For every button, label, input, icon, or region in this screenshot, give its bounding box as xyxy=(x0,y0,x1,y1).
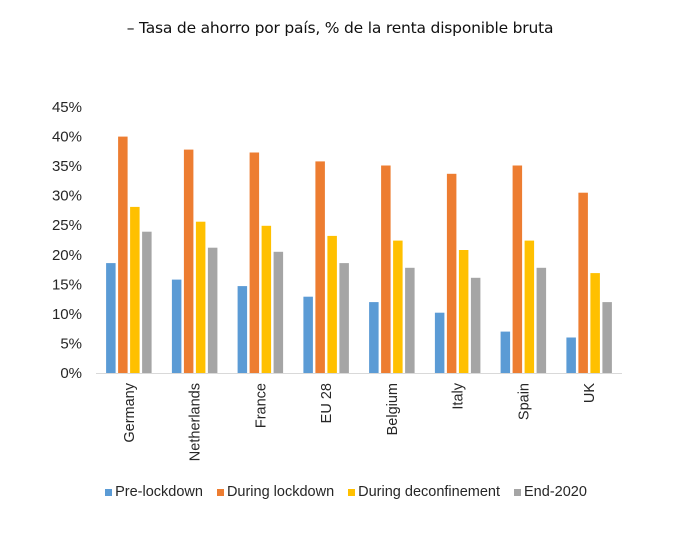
legend-label: End-2020 xyxy=(524,484,587,500)
bar-end-2020-france xyxy=(273,251,284,373)
x-tick-label: UK xyxy=(582,383,598,403)
bar-pre-lockdown-uk xyxy=(566,337,576,373)
y-tick-label: 10% xyxy=(52,306,82,323)
legend-item: During lockdown xyxy=(216,484,335,500)
bar-pre-lockdown-france xyxy=(237,286,248,373)
bar-during-deconfinement-italy xyxy=(458,250,469,373)
y-tick-label: 25% xyxy=(52,217,82,234)
legend-swatch xyxy=(514,488,522,496)
x-tick-label: Italy xyxy=(451,382,467,409)
bar-pre-lockdown-italy xyxy=(434,312,445,373)
legend-label: Pre-lockdown xyxy=(115,484,203,500)
bar-during-deconfinement-belgium xyxy=(393,240,403,373)
bar-during-deconfinement-france xyxy=(261,225,272,373)
bar-pre-lockdown-spain xyxy=(500,331,511,373)
bar-end-2020-eu-28 xyxy=(339,263,349,373)
bar-during-deconfinement-uk xyxy=(590,273,600,373)
bar-during-deconfinement-spain xyxy=(524,240,535,373)
x-tick-label: Germany xyxy=(122,382,138,442)
legend: Pre-lockdown During lockdown During deconf… xyxy=(0,484,680,500)
x-tick-label: Netherlands xyxy=(188,383,204,461)
bar-during-lockdown-spain xyxy=(512,165,523,373)
bar-pre-lockdown-eu-28 xyxy=(303,296,313,373)
bar-end-2020-spain xyxy=(536,267,547,373)
legend-swatch xyxy=(348,488,356,496)
legend-item: During deconfinement xyxy=(348,484,500,500)
bar-pre-lockdown-netherlands xyxy=(171,279,182,373)
bar-during-lockdown-uk xyxy=(578,192,588,373)
y-tick-label: 20% xyxy=(52,247,82,264)
chart-title: – Tasa de ahorro por país, % de la renta… xyxy=(126,19,554,37)
x-tick-label: Belgium xyxy=(385,383,401,435)
bar-during-lockdown-italy xyxy=(446,173,457,373)
x-tick-label: EU 28 xyxy=(319,383,335,423)
bar-during-lockdown-france xyxy=(249,152,260,373)
legend-swatch xyxy=(216,488,224,496)
bar-during-lockdown-eu-28 xyxy=(315,161,325,373)
y-tick-label: 40% xyxy=(52,129,82,146)
y-axis: 0% 5% 10% 15% 20% 25% 30% 35% 40% 45% xyxy=(52,99,82,382)
bar-during-lockdown-netherlands xyxy=(183,149,194,373)
bar-end-2020-belgium xyxy=(405,267,415,373)
bar-during-deconfinement-eu-28 xyxy=(327,235,337,373)
x-tick-label: Spain xyxy=(516,383,532,420)
bar-end-2020-netherlands xyxy=(207,247,218,373)
y-tick-label: 0% xyxy=(60,365,82,382)
bar-during-lockdown-belgium xyxy=(381,165,391,373)
legend-item: Pre-lockdown xyxy=(105,484,203,500)
bar-during-deconfinement-netherlands xyxy=(195,221,206,373)
bar-during-deconfinement-germany xyxy=(130,206,140,373)
x-tick-label: France xyxy=(253,383,269,428)
legend-swatch xyxy=(105,488,113,496)
y-tick-label: 5% xyxy=(60,335,82,352)
y-tick-label: 15% xyxy=(52,276,82,293)
bar-end-2020-germany xyxy=(142,231,152,373)
x-axis-labels: Germany Netherlands France EU 28 Belgium Ital… xyxy=(122,382,598,461)
legend-label: During deconfinement xyxy=(358,484,501,500)
legend-label: During lockdown xyxy=(226,484,335,500)
bar-end-2020-italy xyxy=(470,277,481,373)
bar-pre-lockdown-belgium xyxy=(369,302,379,373)
bars xyxy=(106,136,612,373)
y-tick-label: 35% xyxy=(52,158,82,175)
bar-pre-lockdown-germany xyxy=(106,263,116,373)
legend-item: End-2020 xyxy=(514,484,587,500)
bar-end-2020-uk xyxy=(602,302,612,373)
y-tick-label: 30% xyxy=(52,188,82,205)
bar-during-lockdown-germany xyxy=(118,136,128,373)
y-tick-label: 45% xyxy=(52,99,82,116)
